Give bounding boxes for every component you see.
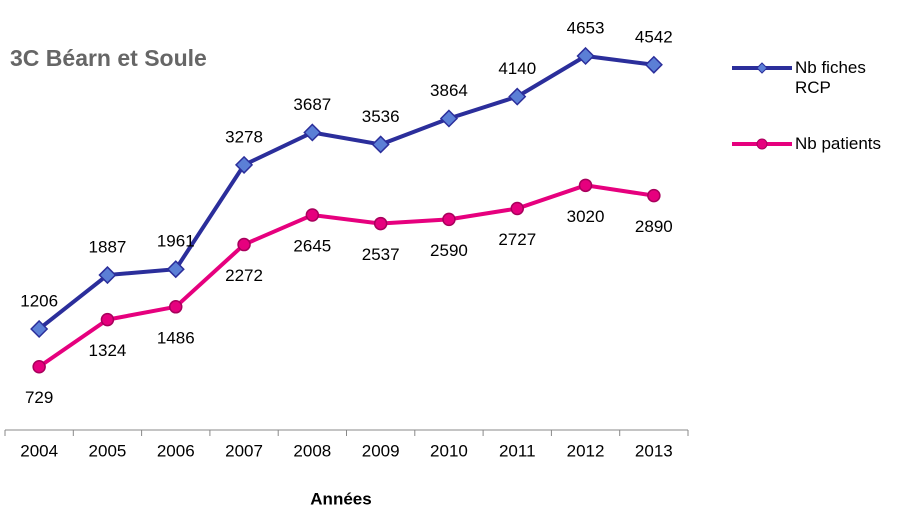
data-label: 3020 <box>567 207 605 226</box>
marker <box>169 300 183 314</box>
x-tick-label: 2011 <box>499 441 536 460</box>
x-tick-label: 2009 <box>362 441 400 460</box>
marker <box>32 360 46 374</box>
marker <box>100 312 115 327</box>
data-label: 2890 <box>635 217 673 236</box>
data-label: 2537 <box>362 245 400 264</box>
x-tick-label: 2007 <box>225 441 263 460</box>
marker <box>303 123 322 142</box>
legend-label: Nb fiches RCP <box>795 58 866 97</box>
data-label: 1887 <box>89 238 127 257</box>
marker <box>166 260 185 279</box>
data-label: 729 <box>25 388 53 407</box>
data-label: 3278 <box>225 127 263 146</box>
marker <box>644 55 663 74</box>
data-label: 2590 <box>430 241 468 260</box>
data-label: 1324 <box>89 341 127 360</box>
legend-marker <box>756 62 768 74</box>
marker <box>508 87 527 106</box>
series-line <box>37 53 655 331</box>
data-label: 2645 <box>293 237 331 256</box>
chart-title: 3C Béarn et Soule <box>10 45 207 71</box>
x-tick-label: 2006 <box>157 441 195 460</box>
data-label: 3536 <box>362 107 400 126</box>
data-label: 3864 <box>430 81 468 100</box>
legend-marker <box>756 138 768 150</box>
data-label: 1961 <box>157 232 195 251</box>
marker <box>578 178 593 193</box>
x-tick-label: 2004 <box>20 441 58 460</box>
legend-label: Nb patients <box>795 134 881 153</box>
x-tick-label: 2012 <box>567 441 605 460</box>
marker <box>373 216 388 231</box>
x-tick-label: 2013 <box>635 441 673 460</box>
series-line <box>38 183 655 369</box>
data-label: 3687 <box>293 95 331 114</box>
data-label: 4140 <box>498 59 536 78</box>
x-tick-label: 2008 <box>293 441 331 460</box>
x-tick-label: 2005 <box>89 441 127 460</box>
marker <box>237 237 251 252</box>
marker <box>98 265 117 285</box>
data-label: 2272 <box>225 266 263 285</box>
data-label: 2727 <box>498 230 536 249</box>
marker <box>647 188 661 203</box>
marker <box>442 212 456 227</box>
marker <box>439 109 459 128</box>
x-tick-label: 2010 <box>430 441 468 460</box>
data-label: 4542 <box>635 27 673 46</box>
marker <box>234 155 254 174</box>
data-label: 1206 <box>20 291 58 310</box>
marker <box>371 135 390 154</box>
data-label: 1486 <box>157 328 195 347</box>
x-axis-title: Années <box>310 489 371 508</box>
marker <box>305 208 320 222</box>
marker <box>576 46 595 66</box>
marker <box>510 201 524 216</box>
data-label: 4653 <box>567 18 605 37</box>
marker <box>30 319 49 339</box>
